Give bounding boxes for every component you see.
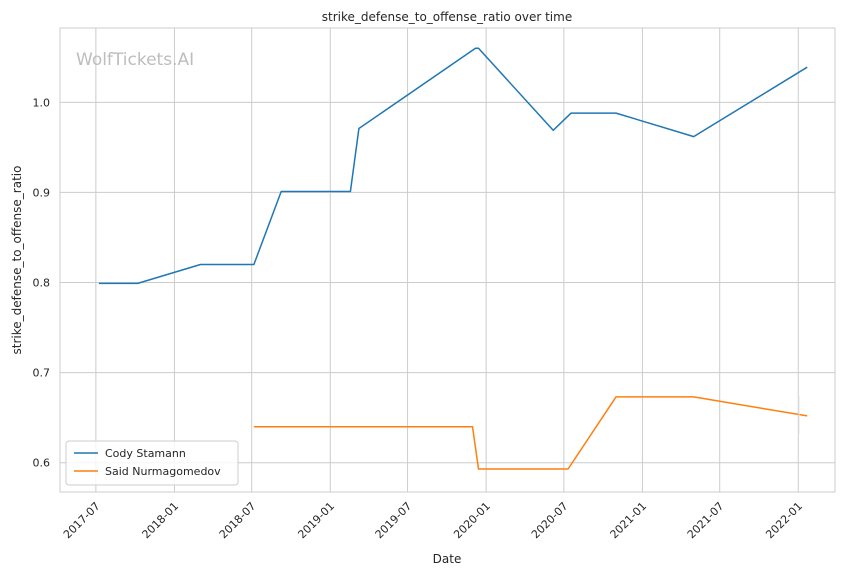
x-tick-label: 2020-01: [451, 500, 493, 542]
legend: Cody Stamann Said Nurmagomedov: [65, 440, 239, 486]
y-tick-label: 0.7: [33, 367, 51, 380]
x-tick-label: 2022-01: [763, 500, 805, 542]
x-tick-label: 2021-01: [608, 500, 650, 542]
x-tick-label: 2020-07: [529, 500, 571, 542]
y-tick-labels: 0.6 0.7 0.8 0.9 1.0: [33, 96, 51, 469]
legend-label-said-nurmagomedov: Said Nurmagomedov: [105, 465, 221, 478]
x-tick-label: 2018-07: [217, 500, 259, 542]
chart-title: strike_defense_to_offense_ratio over tim…: [322, 10, 572, 24]
legend-box: [65, 440, 239, 486]
plot-area: [59, 27, 836, 493]
y-tick-label: 0.8: [33, 277, 51, 290]
legend-label-cody-stamann: Cody Stamann: [105, 447, 186, 460]
x-tick-label: 2018-01: [140, 500, 182, 542]
series-lines: [98, 47, 808, 470]
y-axis-label: strike_defense_to_offense_ratio: [10, 166, 24, 355]
series-line-cody-stamann: [98, 47, 808, 285]
x-tick-label: 2021-07: [685, 500, 727, 542]
series-line-said-nurmagomedov: [253, 396, 808, 470]
x-tick-label: 2019-07: [373, 500, 415, 542]
watermark: WolfTickets.AI: [76, 50, 194, 70]
x-axis-label: Date: [433, 552, 462, 566]
y-tick-label: 0.9: [33, 186, 51, 199]
x-tick-label: 2019-01: [295, 500, 337, 542]
y-tick-label: 1.0: [33, 96, 51, 109]
x-tick-labels: 2017-07 2018-01 2018-07 2019-01 2019-07 2020-…: [61, 500, 805, 542]
y-tick-label: 0.6: [33, 457, 51, 470]
x-tick-label: 2017-07: [61, 500, 103, 542]
